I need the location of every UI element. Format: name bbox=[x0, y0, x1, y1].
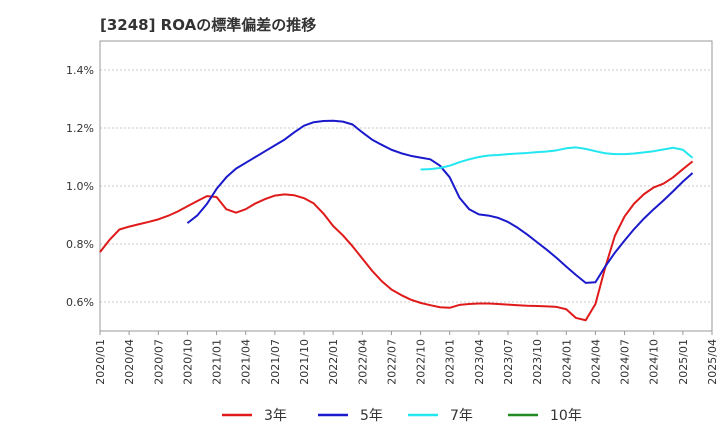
plot-frame bbox=[99, 40, 713, 332]
legend-label: 3年 bbox=[264, 408, 287, 424]
x-tick-label: 2021/04 bbox=[240, 339, 253, 385]
grid-lines bbox=[100, 69, 712, 303]
x-tick-label: 2025/01 bbox=[677, 339, 690, 385]
x-tick-label: 2020/07 bbox=[152, 339, 165, 385]
x-tick-label: 2020/10 bbox=[181, 339, 194, 385]
x-tick-label: 2025/04 bbox=[706, 339, 719, 385]
x-tick-label: 2021/01 bbox=[211, 339, 224, 385]
x-tick-label: 2023/01 bbox=[444, 339, 457, 385]
x-tick-label: 2024/10 bbox=[648, 339, 661, 385]
x-tick-label: 2023/10 bbox=[531, 339, 544, 385]
x-tick-label: 2024/07 bbox=[619, 339, 632, 385]
y-tick-label: 0.8% bbox=[66, 238, 94, 251]
x-tick-label: 2022/04 bbox=[356, 339, 369, 385]
x-tick-label: 2023/04 bbox=[473, 339, 486, 385]
chart-title: [3248] ROAの標準偏差の推移 bbox=[100, 16, 317, 34]
x-tick-label: 2020/04 bbox=[123, 339, 136, 385]
x-tick-label: 2021/07 bbox=[269, 339, 282, 385]
y-tick-label: 1.0% bbox=[66, 180, 94, 193]
x-tick-label: 2022/07 bbox=[385, 339, 398, 385]
legend-label: 5年 bbox=[360, 408, 383, 424]
series-lines bbox=[99, 119, 694, 322]
x-tick-label: 2021/10 bbox=[298, 339, 311, 385]
x-tick-label: 2022/01 bbox=[327, 339, 340, 385]
x-tick-label: 2020/01 bbox=[94, 339, 107, 385]
y-axis-ticks: 0.6% 0.8% 1.0% 1.2% 1.4% bbox=[66, 64, 94, 309]
x-tick-label: 2022/10 bbox=[415, 339, 428, 385]
legend: 3年 5年 7年 10年 bbox=[222, 408, 582, 424]
series-line-7年 bbox=[420, 146, 694, 171]
y-tick-label: 1.2% bbox=[66, 122, 94, 135]
legend-label: 10年 bbox=[550, 408, 582, 424]
x-tick-label: 2024/04 bbox=[589, 339, 602, 385]
x-tick-label: 2024/01 bbox=[560, 339, 573, 385]
legend-label: 7年 bbox=[450, 408, 473, 424]
x-tick-label: 2023/07 bbox=[502, 339, 515, 385]
y-tick-label: 0.6% bbox=[66, 296, 94, 309]
series-line-5年 bbox=[186, 119, 694, 284]
y-tick-label: 1.4% bbox=[66, 64, 94, 77]
x-axis-ticks: 2020/01 2020/04 2020/07 2020/10 2021/01 2021/… bbox=[94, 331, 719, 385]
series-line-3年 bbox=[99, 160, 694, 322]
